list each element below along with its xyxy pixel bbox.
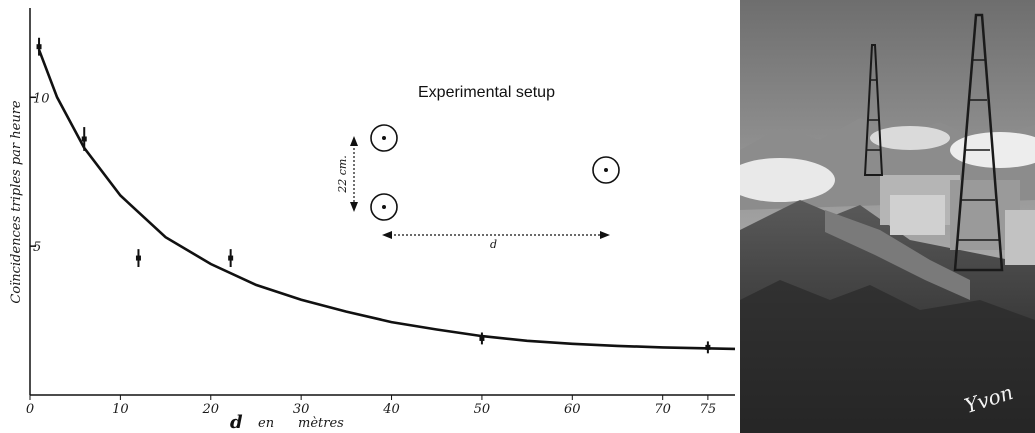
horizontal-arrow-head-right (600, 231, 610, 239)
fit-curve-line (37, 49, 736, 351)
x-tick-label: 75 (700, 402, 717, 417)
chart-plot: 0 10 20 30 40 50 60 70 75 5 10 Coïncidences triple… (9, 8, 736, 433)
detector-top-dot (382, 136, 386, 140)
data-point (479, 335, 485, 341)
x-tick-label: 0 (26, 402, 34, 417)
observatory-photo: Yvon (740, 0, 1035, 433)
data-point (228, 255, 234, 261)
data-point (81, 136, 87, 142)
detector-bottom-dot (382, 205, 386, 209)
detector-top (370, 124, 398, 152)
x-tick-label: 60 (564, 402, 581, 417)
data-point (705, 344, 711, 350)
fit-curve-group (37, 49, 736, 351)
horizontal-distance-label: d (490, 238, 497, 251)
tick-group: 0 10 20 30 40 50 60 70 75 5 10 (26, 91, 716, 417)
y-tick-label: 5 (33, 240, 41, 255)
vertical-arrow-head-top (350, 136, 358, 146)
detector-right (592, 156, 620, 184)
x-tick-label: 30 (293, 402, 310, 417)
y-axis-label: Coïncidences triples par heure (9, 100, 24, 304)
x-tick-label: 20 (201, 402, 219, 417)
data-points-group (36, 37, 711, 354)
y-tick-label: 10 (33, 91, 50, 106)
x-tick-label: 50 (474, 402, 491, 417)
horizontal-arrow-head-left (382, 231, 392, 239)
vertical-distance-label: 22 cm. (336, 155, 349, 194)
x-tick-label: 40 (382, 402, 400, 417)
detector-right-dot (604, 168, 608, 172)
x-axis-label: d (230, 412, 243, 433)
x-axis-label-en: en (258, 416, 274, 431)
data-point (135, 255, 141, 261)
x-tick-label: 70 (654, 402, 671, 417)
mountain-observatory-photo-icon (740, 0, 1035, 433)
data-point (36, 44, 42, 50)
setup-title: Experimental setup (418, 84, 555, 101)
x-axis-label-metres: mètres (298, 416, 344, 431)
detector-bottom (370, 193, 398, 221)
vertical-arrow-head-bottom (350, 202, 358, 212)
x-tick-label: 10 (112, 402, 129, 417)
